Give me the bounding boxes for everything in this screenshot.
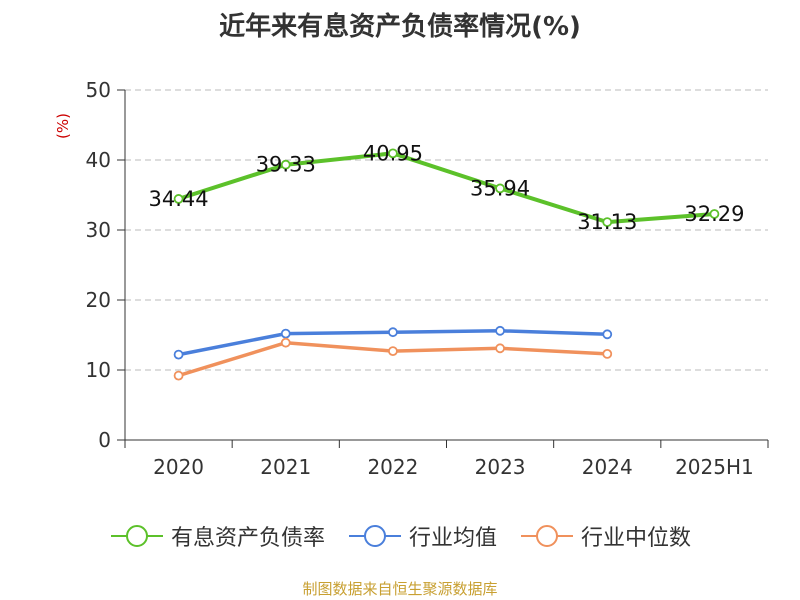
data-point: [173, 370, 184, 381]
y-tick-label: 40: [86, 148, 111, 172]
data-label: 39.33: [256, 153, 316, 177]
chart-title: 近年来有息资产负债率情况(%): [219, 12, 581, 42]
legend-label: 行业均值: [408, 526, 497, 551]
grid-lines: [125, 89, 768, 371]
legend-swatch: [521, 525, 573, 547]
legend-label: 有息资产负债率: [170, 526, 325, 551]
data-point: [280, 159, 291, 170]
data-label: 34.44: [149, 187, 209, 211]
data-point: [280, 328, 291, 339]
x-tick-label: 2025H1: [675, 455, 754, 479]
data-label: 31.13: [577, 210, 637, 234]
data-label: 40.95: [363, 141, 423, 165]
source-note: 制图数据来自恒生聚源数据库: [302, 580, 498, 598]
y-tick-label: 20: [86, 288, 111, 312]
x-tick-label: 2021: [260, 455, 311, 479]
data-label: 32.29: [684, 202, 744, 226]
series-line: [176, 151, 717, 225]
legend-item: 行业中位数: [519, 520, 691, 552]
legend-swatch-marker: [363, 525, 386, 547]
y-tick-label: 30: [86, 218, 111, 242]
x-tick-label: 2023: [475, 455, 526, 479]
data-labels: 34.44 39.33 40.95 35.94 31.13 32.29: [149, 141, 745, 234]
y-tick-label: 50: [86, 78, 111, 102]
x-tick-label: 2022: [367, 455, 418, 479]
y-tick-label: 10: [86, 358, 111, 382]
legend-label: 行业中位数: [581, 526, 692, 551]
x-tick-label: 2020: [153, 455, 204, 479]
data-point: [388, 346, 398, 357]
legend-swatch: [110, 525, 163, 547]
y-axis-label: (%): [54, 113, 72, 139]
data-point: [388, 148, 398, 159]
x-tick-label: 2024: [582, 455, 633, 479]
y-tick-label: 0: [98, 428, 111, 452]
data-point: [602, 329, 613, 340]
legend-swatch-marker: [125, 525, 148, 547]
data-point: [388, 327, 398, 338]
legend-item: 行业均值: [347, 520, 497, 552]
legend: 有息资产负债率 行业均值 行业中位数: [0, 520, 800, 552]
data-point: [602, 348, 613, 359]
data-point: [173, 194, 184, 204]
data-label: 35.94: [470, 176, 530, 200]
legend-swatch: [348, 525, 401, 547]
data-point: [709, 209, 720, 219]
data-point: [495, 325, 505, 336]
data-point: [602, 217, 613, 227]
data-point: [280, 337, 291, 348]
series-layer: [173, 148, 720, 381]
data-point: [495, 183, 505, 194]
legend-swatch-marker: [536, 525, 558, 547]
data-point: [173, 349, 184, 360]
legend-item: 有息资产负债率: [109, 520, 325, 552]
axes: 0 10 20 30 40 50 2020 2021 2022 2023 2024 2025H1: [86, 78, 769, 479]
data-point: [495, 343, 505, 354]
